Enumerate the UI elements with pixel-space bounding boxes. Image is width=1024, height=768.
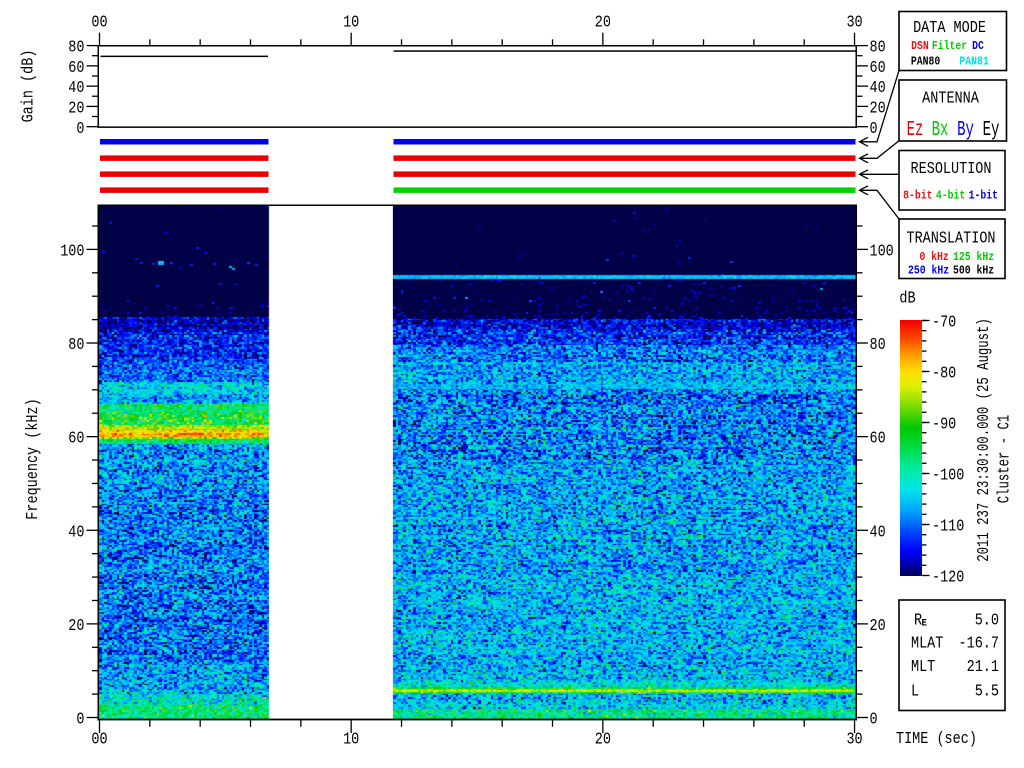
svg-text:DSN: DSN [911, 41, 929, 54]
svg-text:20: 20 [595, 12, 611, 32]
svg-text:80: 80 [870, 37, 886, 57]
svg-text:DC: DC [972, 41, 984, 54]
svg-text:10: 10 [343, 12, 359, 32]
svg-text:0: 0 [870, 118, 878, 138]
svg-text:4-bit: 4-bit [936, 190, 965, 203]
svg-text:Frequency (kHz): Frequency (kHz) [23, 398, 43, 519]
svg-text:-100: -100 [932, 465, 964, 485]
svg-text:Ez: Ez [907, 118, 924, 142]
svg-text:R: R [914, 610, 922, 630]
svg-text:60: 60 [68, 58, 84, 78]
svg-text:40: 40 [68, 522, 84, 542]
svg-text:21.1: 21.1 [967, 657, 999, 677]
svg-text:20: 20 [870, 616, 886, 636]
svg-text:60: 60 [870, 58, 886, 78]
svg-text:2011 237 23:30:00.000 (25 Augu: 2011 237 23:30:00.000 (25 August) [975, 318, 993, 562]
svg-text:-90: -90 [932, 414, 956, 434]
svg-text:0: 0 [870, 709, 878, 729]
svg-text:20: 20 [68, 98, 84, 118]
svg-text:DATA MODE: DATA MODE [913, 18, 986, 38]
svg-text:E: E [922, 617, 928, 629]
svg-text:-120: -120 [932, 567, 964, 587]
svg-text:5.0: 5.0 [975, 610, 999, 630]
svg-text:Cluster - C1: Cluster - C1 [996, 415, 1014, 504]
svg-text:00: 00 [91, 12, 107, 32]
svg-text:20: 20 [68, 616, 84, 636]
svg-text:Bx: Bx [932, 118, 949, 142]
svg-text:0: 0 [76, 709, 84, 729]
svg-text:PAN81: PAN81 [959, 56, 989, 69]
svg-text:By: By [957, 118, 974, 142]
svg-text:40: 40 [870, 522, 886, 542]
svg-text:5.5: 5.5 [975, 681, 999, 701]
svg-text:40: 40 [870, 78, 886, 98]
svg-text:TRANSLATION: TRANSLATION [906, 228, 995, 248]
svg-text:MLT: MLT [911, 657, 935, 677]
svg-text:TIME (sec): TIME (sec) [896, 729, 977, 749]
svg-text:-110: -110 [932, 516, 964, 536]
svg-text:RESOLUTION: RESOLUTION [911, 159, 992, 179]
svg-text:00: 00 [91, 729, 107, 749]
svg-text:1-bit: 1-bit [969, 190, 998, 203]
svg-text:Gain (dB): Gain (dB) [18, 50, 38, 123]
svg-text:30: 30 [846, 729, 862, 749]
svg-text:80: 80 [68, 37, 84, 57]
svg-text:60: 60 [870, 428, 886, 448]
svg-text:Filter: Filter [932, 41, 967, 54]
svg-text:-80: -80 [932, 363, 956, 383]
svg-text:30: 30 [846, 12, 862, 32]
svg-text:-70: -70 [932, 312, 956, 332]
svg-text:ANTENNA: ANTENNA [922, 88, 979, 108]
svg-text:PAN80: PAN80 [911, 56, 940, 69]
svg-text:0 kHz: 0 kHz [919, 251, 948, 264]
svg-text:MLAT: MLAT [911, 633, 943, 653]
svg-text:20: 20 [595, 729, 611, 749]
svg-text:60: 60 [68, 428, 84, 448]
svg-text:80: 80 [68, 335, 84, 355]
svg-text:100: 100 [60, 241, 84, 261]
svg-text:250 kHz: 250 kHz [908, 265, 949, 278]
svg-text:dB: dB [899, 288, 915, 308]
svg-text:20: 20 [870, 98, 886, 118]
svg-text:100: 100 [870, 241, 894, 261]
svg-text:125 kHz: 125 kHz [953, 251, 994, 264]
svg-text:500 kHz: 500 kHz [953, 265, 994, 278]
svg-text:Ey: Ey [983, 118, 1000, 142]
svg-text:10: 10 [343, 729, 359, 749]
svg-text:-16.7: -16.7 [959, 633, 999, 653]
svg-text:40: 40 [68, 78, 84, 98]
svg-text:0: 0 [76, 118, 84, 138]
svg-text:8-bit: 8-bit [903, 190, 932, 203]
svg-text:L: L [911, 681, 919, 701]
svg-text:80: 80 [870, 335, 886, 355]
